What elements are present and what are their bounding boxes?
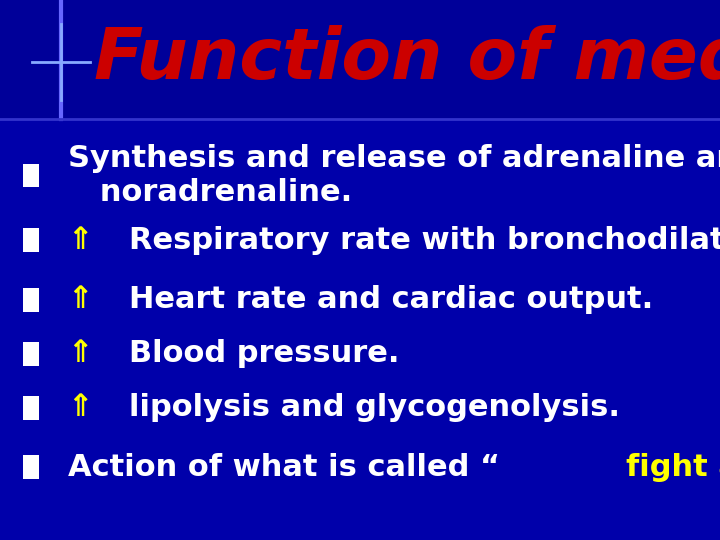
Text: ⇑: ⇑ (68, 339, 115, 368)
Text: ⇑: ⇑ (68, 285, 115, 314)
FancyBboxPatch shape (23, 288, 39, 312)
Text: Synthesis and release of adrenaline and
   noradrenaline.: Synthesis and release of adrenaline and … (68, 144, 720, 207)
Text: fight and flight”: fight and flight” (626, 453, 720, 482)
FancyBboxPatch shape (23, 164, 39, 187)
Text: ⇑: ⇑ (68, 226, 115, 255)
Text: Action of what is called “: Action of what is called “ (68, 453, 500, 482)
FancyBboxPatch shape (23, 396, 39, 420)
Text: Blood pressure.: Blood pressure. (129, 339, 399, 368)
FancyBboxPatch shape (0, 0, 720, 119)
Text: ⇑: ⇑ (68, 393, 115, 422)
Text: Heart rate and cardiac output.: Heart rate and cardiac output. (129, 285, 653, 314)
Text: Respiratory rate with bronchodilatation.: Respiratory rate with bronchodilatation. (129, 226, 720, 255)
Text: lipolysis and glycogenolysis.: lipolysis and glycogenolysis. (129, 393, 620, 422)
FancyBboxPatch shape (23, 228, 39, 252)
FancyBboxPatch shape (23, 455, 39, 479)
FancyBboxPatch shape (23, 342, 39, 366)
Text: Function of medulla: Function of medulla (94, 25, 720, 94)
